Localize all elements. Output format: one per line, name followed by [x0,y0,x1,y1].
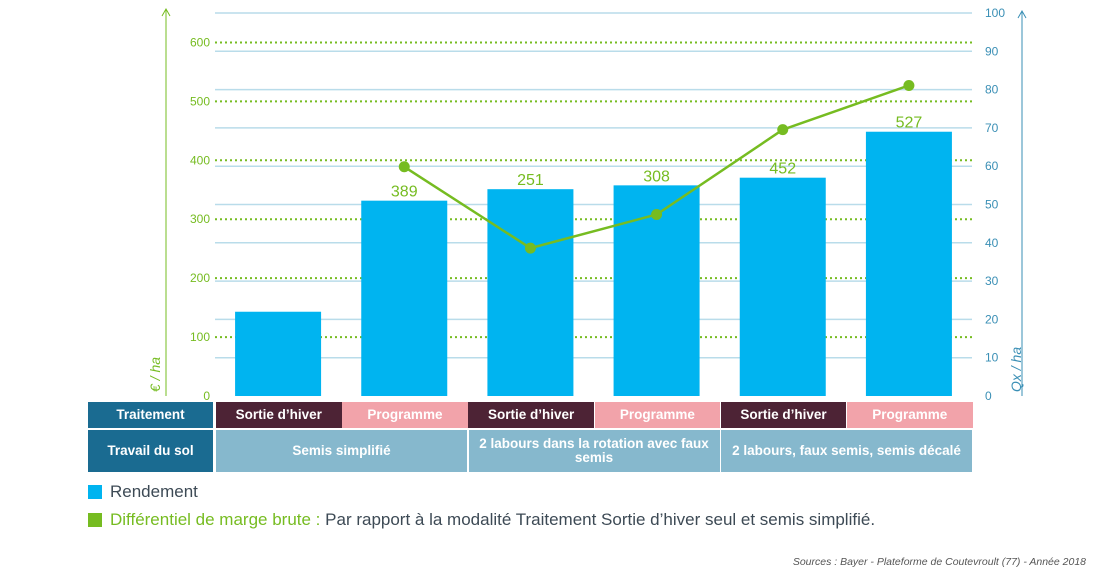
y-right-tick-label: 40 [985,236,999,250]
y-right-tick-label: 70 [985,121,999,135]
table-header-traitement: Traitement [88,402,213,428]
point-marge-brute [777,124,789,136]
table-cell-travail-sol: 2 labours, faux semis, semis décalé [721,430,972,472]
y-axis-left-arrow [161,7,171,17]
table-cell-sortie: Sortie d’hiver [720,402,847,428]
y-right-axis-label: Qx / ha [1008,347,1024,392]
y-right-tick-label: 100 [985,6,1005,20]
table-cell-travail-sol: Semis simplifié [216,430,467,472]
bar-rendement [361,200,448,396]
y-left-tick-label: 200 [190,271,210,285]
y-right-tick-label: 30 [985,274,999,288]
y-left-tick-label: 0 [203,389,210,400]
table-cell-programme: Programme [847,402,973,428]
legend-label-rendement: Rendement [110,482,198,501]
y-axis-right-arrow [1017,9,1027,19]
y-left-tick-label: 600 [190,35,210,49]
table-cell-sortie: Sortie d’hiver [468,402,594,428]
legend-swatch-rendement [88,485,102,499]
table-cell-travail-sol: 2 labours dans la rotation avec faux sem… [468,430,720,472]
table-header-travail-sol: Travail du sol [88,430,213,472]
y-right-tick-label: 80 [985,83,999,97]
table-cell-programme: Programme [342,402,468,428]
y-right-tick-label: 90 [985,44,999,58]
point-marge-brute [651,209,663,221]
legend-swatch-marge [88,513,102,527]
y-right-tick-label: 60 [985,159,999,173]
y-left-tick-label: 400 [190,153,210,167]
point-marge-brute [524,242,536,254]
bar-rendement [235,311,322,396]
point-marge-brute [903,79,915,91]
legend-note-marge: Par rapport à la modalité Traitement Sor… [320,510,876,529]
bar-rendement [865,131,952,397]
bar-value-label: 527 [896,115,923,132]
y-left-tick-label: 500 [190,94,210,108]
y-right-tick-label: 0 [985,389,992,400]
legend-label-marge: Différentiel de marge brute : [110,510,321,529]
bar-value-label: 389 [391,184,418,201]
y-left-axis-label: € / ha [147,357,163,392]
table-cell-programme: Programme [594,402,721,428]
bar-rendement [739,177,826,396]
chart: 0 100 200 300 400 500 600 € / ha 0 10 20 30 40 50 60 70… [147,6,1027,400]
bar-rendement [613,185,700,396]
y-right-tick-label: 50 [985,198,999,212]
y-right-tick-label: 10 [985,351,999,365]
point-marge-brute [398,161,410,173]
y-left-tick-label: 100 [190,330,210,344]
table-cell-sortie: Sortie d’hiver [216,402,342,428]
y-right-tick-label: 20 [985,312,999,326]
legend-rendement: Rendement [88,482,198,502]
bar-value-label: 251 [517,172,544,189]
bar-value-label: 308 [643,168,670,185]
legend-marge: Différentiel de marge brute : Par rappor… [88,510,875,530]
bar-value-label: 452 [769,161,796,178]
bar-rendement [487,189,574,396]
source-note: Sources : Bayer - Plateforme de Coutevro… [792,556,1086,568]
y-left-tick-label: 300 [190,212,210,226]
